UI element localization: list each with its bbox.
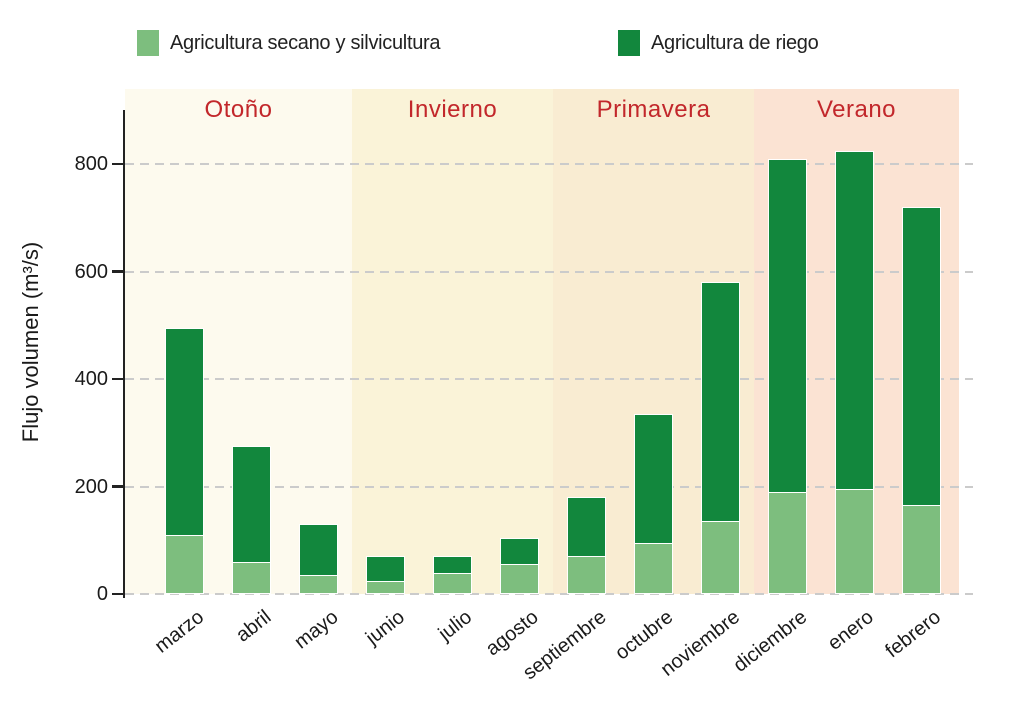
bar-segment-riego-agosto — [500, 537, 539, 565]
bar-segment-secano-julio — [433, 572, 472, 594]
x-tick-label-text: abril — [231, 606, 276, 647]
legend-swatch-riego-icon — [618, 30, 640, 56]
gridline-800 — [125, 163, 973, 165]
gridline-400 — [125, 378, 973, 380]
season-label-otono: Otoño — [204, 96, 273, 123]
gridline-200 — [125, 485, 973, 488]
bar-segment-secano-febrero — [902, 505, 941, 594]
bar-segment-riego-abril — [232, 446, 271, 562]
y-tick-label-800: 800 — [74, 153, 108, 175]
bar-segment-secano-enero — [835, 489, 874, 594]
x-tick-label-text: febrero — [881, 606, 946, 663]
bar-segment-riego-junio — [366, 556, 405, 581]
x-tick-label-text: junio — [362, 606, 410, 650]
bar-segment-riego-febrero — [902, 207, 941, 506]
y-tick-200 — [112, 485, 123, 488]
y-tick-label-600: 600 — [74, 260, 108, 283]
y-tick-label-400: 400 — [74, 368, 108, 390]
bar-segment-riego-marzo — [165, 327, 204, 535]
gridline-600 — [125, 270, 973, 273]
x-tick-label-text: julio — [434, 606, 477, 646]
legend-label-riego: Agricultura de riego — [651, 31, 819, 54]
bar-segment-secano-septiembre — [567, 556, 606, 594]
y-tick-400 — [112, 377, 123, 381]
season-label-primavera: Primavera — [596, 96, 711, 123]
bar-segment-secano-noviembre — [701, 521, 740, 594]
bar-segment-secano-marzo — [165, 534, 204, 594]
y-tick-800 — [112, 162, 123, 166]
legend-label-secano: Agricultura secano y silvicultura — [170, 31, 441, 54]
x-tick-label-text: mayo — [289, 606, 343, 654]
bar-segment-riego-mayo — [299, 524, 338, 576]
bar-segment-secano-abril — [232, 561, 271, 594]
gridline-0 — [125, 593, 973, 595]
bar-segment-riego-noviembre — [701, 282, 740, 522]
y-tick-600 — [112, 270, 123, 273]
y-axis-line — [122, 110, 125, 598]
x-tick-label-text: agosto — [482, 606, 544, 661]
bar-segment-riego-septiembre — [567, 497, 606, 557]
y-tick-label-0: 0 — [96, 583, 108, 605]
y-tick-label-200: 200 — [74, 475, 108, 498]
y-axis-title: Flujo volumen (m³/s) — [18, 241, 43, 443]
bar-segment-secano-octubre — [634, 542, 673, 594]
season-label-verano: Verano — [816, 96, 897, 123]
bar-segment-riego-enero — [835, 150, 874, 490]
x-tick-label-text: diciembre — [729, 606, 812, 677]
bar-segment-riego-octubre — [634, 413, 673, 543]
season-band-invierno — [352, 89, 553, 594]
bar-segment-riego-julio — [433, 556, 472, 573]
legend-swatch-secano-icon — [137, 30, 159, 56]
legend-item-secano: Agricultura secano y silvicultura — [137, 30, 441, 56]
bar-segment-secano-agosto — [500, 564, 539, 594]
legend-item-riego: Agricultura de riego — [618, 30, 819, 56]
x-tick-label-text: marzo — [150, 606, 209, 658]
y-tick-0 — [112, 592, 123, 596]
x-tick-label-text: enero — [824, 606, 879, 655]
season-label-invierno: Invierno — [407, 96, 498, 123]
bar-segment-secano-diciembre — [768, 491, 807, 594]
bar-segment-riego-diciembre — [768, 158, 807, 492]
bar-segment-secano-mayo — [299, 575, 338, 594]
bar-segment-secano-junio — [366, 580, 405, 594]
